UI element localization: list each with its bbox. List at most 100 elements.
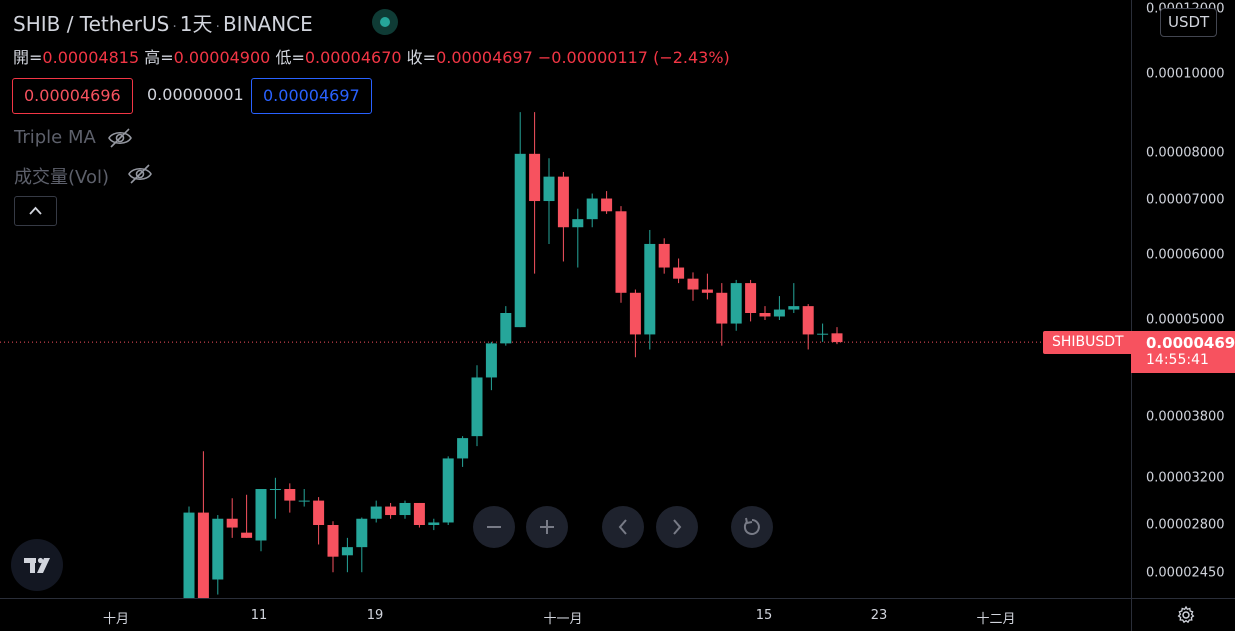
indicator-label: Triple MA xyxy=(14,127,96,148)
scroll-right-button[interactable] xyxy=(656,506,698,548)
price-tick: 0.00002800 xyxy=(1146,517,1225,533)
indicator-triple-ma[interactable]: Triple MA xyxy=(14,127,96,148)
candle xyxy=(601,191,613,214)
interval-label[interactable]: 1天 xyxy=(179,12,213,36)
candle-body xyxy=(687,278,699,290)
eye-hidden-icon[interactable] xyxy=(107,125,133,151)
exchange-label: BINANCE xyxy=(222,12,313,36)
price-tick: 0.00003800 xyxy=(1146,409,1225,425)
candle-body xyxy=(197,512,209,598)
chevron-up-icon xyxy=(29,206,42,215)
candle xyxy=(183,506,195,598)
candle-body xyxy=(701,289,713,293)
chevron-right-icon xyxy=(673,519,682,535)
candle-body xyxy=(514,153,526,328)
candle xyxy=(557,171,569,262)
candle-body xyxy=(543,176,555,202)
candle xyxy=(385,502,397,519)
low-label: 低= xyxy=(275,48,305,67)
zoom-out-button[interactable] xyxy=(473,506,515,548)
candle-body xyxy=(572,219,584,228)
change-percent: (−2.43%) xyxy=(653,48,730,67)
candle-body xyxy=(716,292,728,324)
candle xyxy=(831,327,843,345)
candle xyxy=(212,515,224,595)
candle xyxy=(716,283,728,346)
candle xyxy=(442,456,454,525)
close-value: 0.00004697 xyxy=(436,48,533,67)
candle xyxy=(298,489,310,507)
candle-body xyxy=(629,292,641,335)
time-tick: 十月 xyxy=(102,612,130,627)
indicator-label: 成交量(Vol) xyxy=(14,167,109,188)
market-status-icon[interactable] xyxy=(372,9,398,35)
candlestick-chart[interactable] xyxy=(0,0,1131,598)
time-tick: 十二月 xyxy=(976,612,1016,627)
candle-body xyxy=(428,522,440,525)
indicator-volume[interactable]: 成交量(Vol) xyxy=(14,163,109,189)
plus-icon xyxy=(540,520,554,534)
candle xyxy=(701,273,713,300)
currency-button[interactable]: USDT xyxy=(1160,8,1218,37)
candle xyxy=(500,306,512,346)
chart-settings-corner[interactable] xyxy=(1131,598,1235,631)
bar-countdown: 14:55:41 xyxy=(1146,352,1209,368)
candle-body xyxy=(644,243,656,335)
candle-body xyxy=(399,502,411,516)
candle-body xyxy=(471,377,483,437)
collapse-legend-button[interactable] xyxy=(14,196,57,226)
chart-pane[interactable]: SHIB / TetherUS · 1天 · BINANCE 開=0.00004815 … xyxy=(0,0,1133,598)
candle xyxy=(802,304,814,350)
candle xyxy=(629,289,641,358)
spread-value: 0.00000001 xyxy=(147,85,244,104)
candle xyxy=(284,483,296,513)
candle xyxy=(730,279,742,331)
candle-body xyxy=(183,512,195,598)
high-value: 0.00004900 xyxy=(173,48,271,67)
tradingview-logo[interactable] xyxy=(11,539,63,591)
candle xyxy=(615,206,627,303)
candle xyxy=(687,272,699,301)
time-tick: 15 xyxy=(755,608,773,623)
symbol-legend[interactable]: SHIB / TetherUS · 1天 · BINANCE xyxy=(13,8,313,37)
candle-body xyxy=(413,502,425,525)
current-price-marker: 0.00004697 14:55:41 xyxy=(1131,331,1235,373)
price-tick: 0.00006000 xyxy=(1146,247,1225,263)
candle xyxy=(485,341,497,391)
candle-body xyxy=(788,306,800,310)
candle xyxy=(817,323,829,342)
candle xyxy=(457,436,469,467)
price-tick: 0.00003200 xyxy=(1146,470,1225,486)
time-tick: 11 xyxy=(250,608,268,623)
price-tick: 0.00002450 xyxy=(1146,565,1225,581)
candle xyxy=(356,517,368,573)
candle xyxy=(255,489,267,552)
price-axis[interactable]: 0.00012000 0.00010000 0.00008000 0.00007… xyxy=(1131,0,1235,598)
scroll-left-button[interactable] xyxy=(602,506,644,548)
candle xyxy=(543,158,555,244)
candle-body xyxy=(255,489,267,541)
zoom-in-button[interactable] xyxy=(526,506,568,548)
candle-body xyxy=(269,489,281,491)
candle-body xyxy=(817,333,829,335)
high-label: 高= xyxy=(144,48,174,67)
candle-body xyxy=(557,176,569,228)
buy-price-button[interactable]: 0.00004697 xyxy=(251,78,372,114)
reset-chart-button[interactable] xyxy=(731,506,773,548)
candle xyxy=(471,365,483,447)
candle-body xyxy=(615,211,627,293)
eye-hidden-icon[interactable] xyxy=(127,161,153,187)
time-tick: 19 xyxy=(366,608,384,623)
candle xyxy=(529,112,541,274)
candle-body xyxy=(500,312,512,344)
open-label: 開= xyxy=(13,48,43,67)
sell-price-button[interactable]: 0.00004696 xyxy=(12,78,133,114)
time-axis[interactable]: 十月 11 19 十一月 15 23 十二月 xyxy=(0,598,1131,631)
candle-body xyxy=(802,306,814,335)
close-label: 收= xyxy=(406,48,437,67)
symbol-title[interactable]: SHIB / TetherUS xyxy=(13,12,170,36)
candle-body xyxy=(773,309,785,317)
price-tick: 0.00005000 xyxy=(1146,312,1225,328)
candle-body xyxy=(658,243,670,268)
candle xyxy=(759,306,771,320)
